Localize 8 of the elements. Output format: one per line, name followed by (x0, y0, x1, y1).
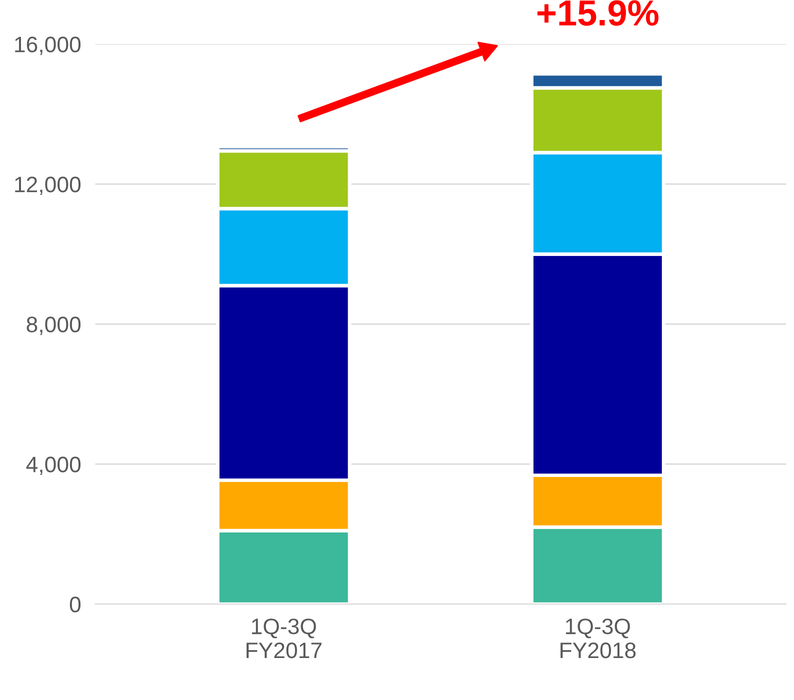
x-tick-label: 1Q-3Q FY2018 (560, 618, 636, 658)
x-tick-label: 1Q-3Q FY2017 (246, 618, 322, 658)
y-tick-label: 0 (70, 596, 81, 612)
text: +15.9% (537, 0, 658, 26)
y-tick-label: 4,000 (26, 456, 81, 475)
y-tick-label: 16,000 (15, 36, 81, 55)
y-tick-label: 12,000 (15, 176, 81, 195)
y-tick-label: 8,000 (26, 316, 81, 335)
